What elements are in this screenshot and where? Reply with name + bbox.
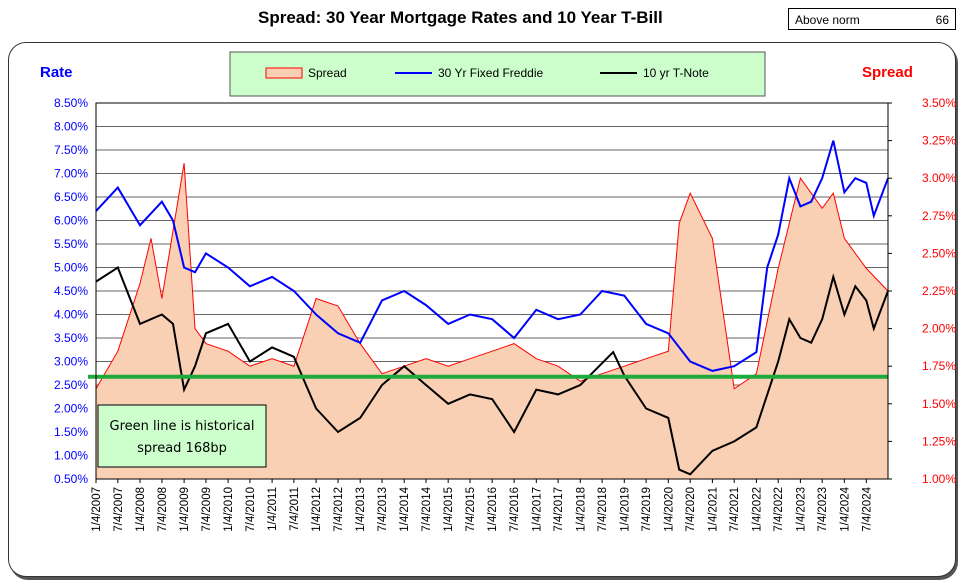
left-tick-label: 2.50% xyxy=(54,378,88,392)
left-tick-label: 1.00% xyxy=(54,449,88,463)
x-tick-label: 7/4/2019 xyxy=(641,487,653,532)
right-tick-label: 3.00% xyxy=(922,171,956,185)
note-line-2: spread 168bp xyxy=(137,441,227,456)
chart-title: Spread: 30 Year Mortgage Rates and 10 Ye… xyxy=(258,8,663,27)
left-tick-label: 7.00% xyxy=(54,167,88,181)
x-tick-label: 1/4/2011 xyxy=(267,487,279,531)
x-tick-label: 7/4/2013 xyxy=(377,487,389,532)
x-tick-label: 7/4/2018 xyxy=(597,487,609,532)
x-tick-label: 7/4/2023 xyxy=(817,487,829,532)
right-tick-label: 3.50% xyxy=(922,96,956,110)
above-norm-box: Above norm 66 xyxy=(788,8,956,30)
x-tick-label: 7/4/2024 xyxy=(861,486,873,531)
x-tick-label: 1/4/2023 xyxy=(795,487,807,532)
right-tick-label: 1.75% xyxy=(922,359,956,373)
x-tick-label: 1/4/2020 xyxy=(663,487,675,532)
legend-label-mortgage: 30 Yr Fixed Freddie xyxy=(438,66,543,80)
note-line-1: Green line is historical xyxy=(110,419,255,434)
x-tick-label: 1/4/2009 xyxy=(179,487,191,532)
spread-area xyxy=(96,163,888,479)
x-tick-label: 7/4/2010 xyxy=(245,487,257,532)
left-tick-label: 8.00% xyxy=(54,120,88,134)
right-axis-label: Spread xyxy=(862,64,913,81)
left-tick-label: 3.50% xyxy=(54,331,88,345)
x-tick-label: 1/4/2007 xyxy=(91,487,103,532)
left-tick-label: 4.50% xyxy=(54,284,88,298)
x-axis-ticks: 1/4/2007 7/4/2007 1/4/2008 7/4/2008 1/4/2009… xyxy=(91,479,873,532)
x-tick-label: 1/4/2015 xyxy=(443,487,455,532)
x-tick-label: 1/4/2016 xyxy=(487,487,499,532)
mortgage-rate-line xyxy=(95,140,889,372)
right-tick-label: 2.75% xyxy=(922,209,956,223)
x-tick-label: 1/4/2021 xyxy=(707,487,719,532)
legend-label-tnote: 10 yr T-Note xyxy=(643,66,709,80)
above-norm-value: 66 xyxy=(935,13,949,27)
left-tick-label: 6.50% xyxy=(54,190,88,204)
series-lines xyxy=(95,140,889,476)
x-tick-label: 7/4/2011 xyxy=(289,487,301,531)
x-tick-label: 7/4/2017 xyxy=(553,487,565,532)
right-tick-label: 2.00% xyxy=(922,322,956,336)
x-tick-label: 1/4/2010 xyxy=(223,487,235,532)
right-tick-label: 1.25% xyxy=(922,434,956,448)
left-tick-label: 4.00% xyxy=(54,308,88,322)
right-tick-label: 1.00% xyxy=(922,472,956,486)
x-tick-label: 1/4/2014 xyxy=(399,486,411,531)
left-axis-label: Rate xyxy=(40,64,73,81)
legend-label-spread: Spread xyxy=(308,66,347,80)
above-norm-label: Above norm xyxy=(795,13,860,27)
note-box xyxy=(97,404,267,468)
right-tick-label: 1.50% xyxy=(922,397,956,411)
x-tick-label: 1/4/2022 xyxy=(751,487,763,532)
historical-note: Green line is historical spread 168bp xyxy=(97,404,267,468)
left-tick-label: 5.50% xyxy=(54,237,88,251)
x-tick-label: 1/4/2018 xyxy=(575,487,587,532)
tnote-rate-line xyxy=(95,265,889,476)
x-tick-label: 7/4/2016 xyxy=(509,487,521,532)
x-tick-label: 7/4/2007 xyxy=(113,487,125,532)
x-tick-label: 7/4/2021 xyxy=(729,487,741,532)
x-tick-label: 7/4/2020 xyxy=(685,487,697,532)
x-tick-label: 7/4/2015 xyxy=(465,487,477,532)
x-tick-label: 1/4/2024 xyxy=(839,486,851,531)
left-tick-label: 2.00% xyxy=(54,402,88,416)
x-tick-label: 7/4/2022 xyxy=(773,487,785,532)
left-tick-label: 3.00% xyxy=(54,355,88,369)
legend-swatch-spread xyxy=(265,67,303,79)
left-tick-label: 7.50% xyxy=(54,143,88,157)
x-tick-label: 1/4/2013 xyxy=(355,487,367,532)
x-tick-label: 7/4/2009 xyxy=(201,487,213,532)
left-tick-label: 1.50% xyxy=(54,425,88,439)
left-tick-label: 0.50% xyxy=(54,472,88,486)
x-tick-label: 7/4/2008 xyxy=(157,487,169,532)
right-axis-ticks: 1.00% 1.25% 1.50% 1.75% 2.00% 2.25% 2.50% 2.75%… xyxy=(888,96,956,486)
left-tick-label: 8.50% xyxy=(54,96,88,110)
right-tick-label: 2.50% xyxy=(922,246,956,260)
right-tick-label: 3.25% xyxy=(922,134,956,148)
left-axis-ticks: 0.50% 1.00% 1.50% 2.00% 2.50% 3.00% 3.50% 4.00%… xyxy=(54,96,88,486)
x-tick-label: 1/4/2008 xyxy=(135,487,147,532)
legend: Spread 30 Yr Fixed Freddie 10 yr T-Note xyxy=(229,51,766,97)
x-tick-label: 7/4/2014 xyxy=(421,486,433,531)
left-tick-label: 6.00% xyxy=(54,214,88,228)
legend-box xyxy=(229,51,766,97)
left-tick-label: 5.00% xyxy=(54,261,88,275)
right-tick-label: 2.25% xyxy=(922,284,956,298)
x-tick-label: 1/4/2012 xyxy=(311,487,323,532)
x-tick-label: 1/4/2019 xyxy=(619,487,631,532)
x-tick-label: 1/4/2017 xyxy=(531,487,543,532)
x-tick-label: 7/4/2012 xyxy=(333,487,345,532)
